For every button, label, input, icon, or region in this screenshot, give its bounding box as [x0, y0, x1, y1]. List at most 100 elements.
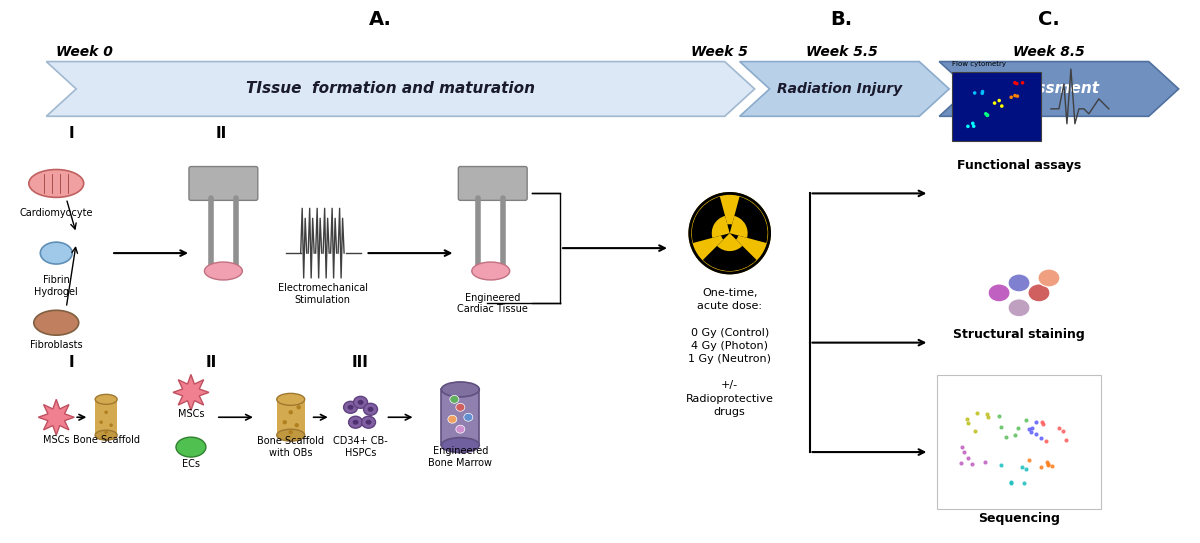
Text: I: I [68, 126, 74, 141]
Ellipse shape [361, 416, 376, 428]
Text: Week 0: Week 0 [56, 45, 113, 59]
Polygon shape [940, 61, 1178, 116]
Ellipse shape [358, 400, 364, 405]
Text: Assessment: Assessment [997, 81, 1100, 97]
Text: II: II [215, 126, 227, 141]
Text: One-time,
acute dose:

0 Gy (Control)
4 Gy (Photon)
1 Gy (Neutron)

+/-
Radiopro: One-time, acute dose: 0 Gy (Control) 4 G… [685, 288, 774, 416]
Text: B.: B. [830, 10, 852, 29]
Circle shape [996, 101, 1000, 104]
Text: II: II [205, 355, 216, 370]
Wedge shape [718, 233, 743, 251]
Text: Sequencing: Sequencing [978, 512, 1060, 525]
FancyBboxPatch shape [95, 399, 118, 435]
Wedge shape [703, 233, 756, 271]
Ellipse shape [472, 262, 510, 280]
Ellipse shape [442, 438, 479, 452]
Text: Structural staining: Structural staining [953, 328, 1085, 340]
Text: III: III [352, 355, 368, 370]
Circle shape [962, 122, 966, 126]
Circle shape [100, 420, 103, 424]
Text: ECs: ECs [182, 459, 200, 469]
Ellipse shape [277, 393, 305, 405]
Circle shape [690, 193, 769, 273]
Ellipse shape [95, 430, 118, 440]
FancyBboxPatch shape [442, 389, 479, 445]
Circle shape [296, 405, 301, 409]
Ellipse shape [366, 420, 372, 425]
Text: Flow cytometry: Flow cytometry [952, 61, 1006, 67]
Circle shape [721, 224, 739, 242]
Text: Fibrin
Hydrogel: Fibrin Hydrogel [35, 275, 78, 296]
Circle shape [982, 96, 985, 99]
Circle shape [970, 119, 973, 123]
Ellipse shape [41, 242, 72, 264]
Circle shape [288, 430, 293, 434]
Text: CD34+ CB-
HSPCs: CD34+ CB- HSPCs [334, 436, 388, 458]
Ellipse shape [95, 394, 118, 405]
Circle shape [288, 410, 293, 414]
Ellipse shape [277, 429, 305, 441]
Circle shape [1014, 90, 1018, 94]
Wedge shape [730, 216, 748, 238]
Circle shape [1008, 90, 1012, 94]
Text: Week 8.5: Week 8.5 [1013, 45, 1085, 59]
Circle shape [294, 423, 299, 427]
FancyBboxPatch shape [937, 375, 1100, 509]
Circle shape [104, 431, 108, 434]
Ellipse shape [348, 405, 354, 410]
Ellipse shape [34, 310, 79, 335]
Text: Functional assays: Functional assays [956, 159, 1081, 172]
Polygon shape [38, 399, 74, 435]
Ellipse shape [1028, 284, 1050, 302]
Text: Week 5: Week 5 [691, 45, 748, 59]
Text: C.: C. [1038, 10, 1060, 29]
Text: Engineered
Cardiac Tissue: Engineered Cardiac Tissue [457, 293, 528, 314]
Ellipse shape [354, 396, 367, 408]
Text: Fibroblasts: Fibroblasts [30, 340, 83, 350]
Ellipse shape [29, 169, 84, 198]
Text: MSCs: MSCs [43, 435, 70, 445]
Text: TIssue  formation and maturation: TIssue formation and maturation [246, 81, 535, 97]
Circle shape [282, 420, 287, 425]
Ellipse shape [988, 284, 1010, 302]
Circle shape [979, 112, 983, 116]
Polygon shape [173, 375, 209, 411]
Circle shape [1016, 96, 1020, 99]
Text: Bone Scaffold: Bone Scaffold [73, 435, 139, 445]
Circle shape [998, 105, 1002, 109]
Circle shape [976, 92, 979, 96]
Circle shape [982, 90, 985, 93]
Ellipse shape [464, 413, 473, 421]
Text: Engineered
Bone Marrow: Engineered Bone Marrow [428, 446, 492, 468]
Polygon shape [739, 61, 949, 116]
Ellipse shape [456, 403, 464, 411]
Circle shape [109, 424, 113, 427]
Ellipse shape [367, 407, 373, 412]
Ellipse shape [343, 401, 358, 413]
Text: Week 5.5: Week 5.5 [805, 45, 877, 59]
Ellipse shape [364, 403, 378, 415]
Ellipse shape [204, 262, 242, 280]
Ellipse shape [176, 437, 206, 457]
Ellipse shape [1038, 269, 1060, 287]
Text: I: I [68, 355, 74, 370]
Circle shape [104, 411, 108, 414]
Ellipse shape [448, 415, 457, 423]
Ellipse shape [1008, 274, 1030, 292]
Circle shape [967, 121, 971, 124]
Ellipse shape [353, 420, 359, 425]
Ellipse shape [348, 416, 362, 428]
Ellipse shape [456, 425, 464, 433]
FancyBboxPatch shape [458, 167, 527, 200]
Circle shape [984, 116, 988, 119]
FancyBboxPatch shape [952, 72, 1040, 141]
Wedge shape [712, 216, 730, 238]
Circle shape [1013, 79, 1016, 82]
Ellipse shape [450, 395, 458, 403]
Text: MSCs: MSCs [178, 409, 204, 419]
FancyBboxPatch shape [188, 167, 258, 200]
Text: Bone Scaffold
with OBs: Bone Scaffold with OBs [257, 436, 324, 458]
Text: Electromechanical
Stimulation: Electromechanical Stimulation [277, 283, 367, 305]
Circle shape [1014, 85, 1018, 89]
Wedge shape [691, 197, 730, 243]
